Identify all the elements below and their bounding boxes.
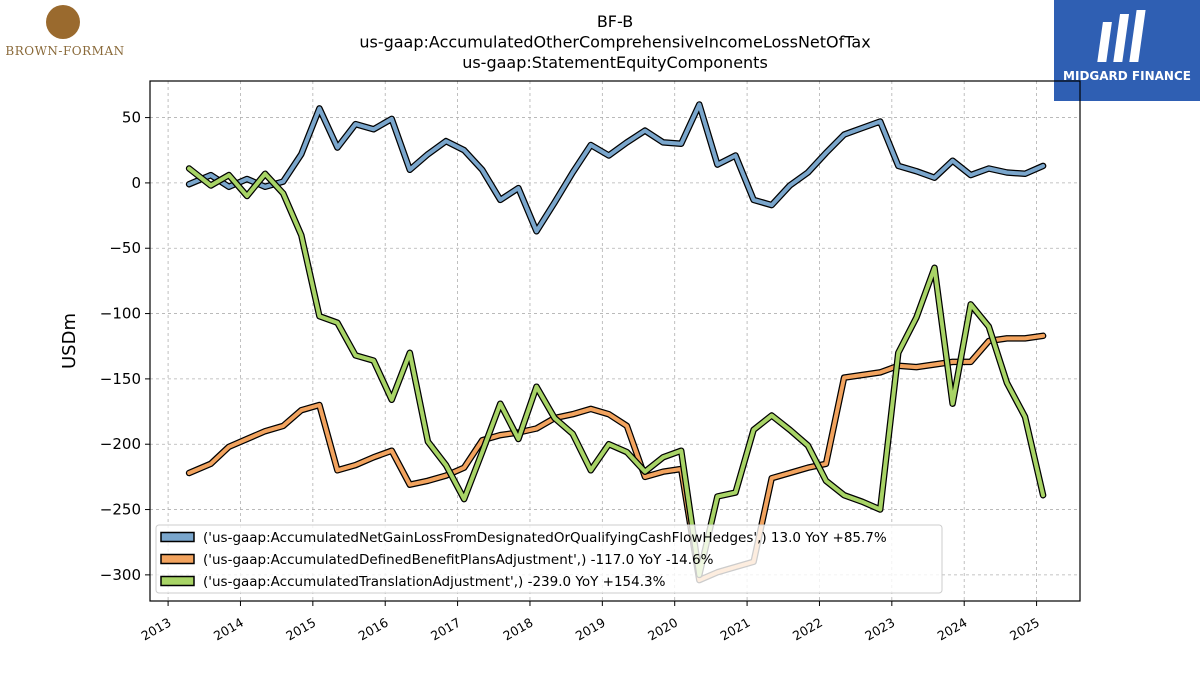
y-tick-label: 0: [131, 174, 141, 192]
y-axis-label: USDm: [59, 313, 80, 369]
legend: ('us-gaap:AccumulatedNetGainLossFromDesi…: [155, 524, 943, 594]
y-tick-label: −50: [109, 239, 141, 257]
grid: [150, 81, 1080, 601]
legend-box: [155, 524, 943, 594]
x-tick-label: 2024: [935, 615, 970, 644]
chart-title-line: us-gaap:AccumulatedOtherComprehensiveInc…: [359, 33, 870, 52]
chart-title-line: BF-B: [597, 12, 633, 31]
legend-swatch-2: [160, 553, 195, 565]
x-tick-label: 2020: [645, 615, 680, 644]
chart-title-line: us-gaap:StatementEquityComponents: [462, 53, 768, 72]
midgard-finance-logo: MIDGARD FINANCE: [1054, 0, 1200, 101]
plot-frame: [149, 80, 1081, 602]
legend-label-3: ('us-gaap:AccumulatedTranslationAdjustme…: [203, 574, 666, 590]
x-tick-label: 2018: [500, 615, 535, 644]
y-axis: 50 0 −50 −100 −150 −200 −250 −300: [100, 109, 150, 584]
series-line-3: [187, 166, 1046, 577]
x-axis: 2013 2014 2015 2016 2017 2018 2019 2020 2021 2022…: [139, 601, 1042, 644]
brown-forman-wordmark: BROWN-FORMAN: [5, 44, 125, 58]
x-tick-label: 2016: [356, 615, 391, 644]
series-lines: [185, 101, 1047, 584]
x-tick-label: 2014: [211, 615, 246, 644]
midgard-wordmark: MIDGARD FINANCE: [1063, 69, 1191, 83]
brown-forman-logo: BROWN-FORMAN: [0, 0, 130, 65]
x-tick-label: 2025: [1007, 615, 1042, 644]
series-outline-3: [185, 165, 1047, 579]
y-tick-label: −100: [100, 305, 141, 323]
y-tick-label: −150: [100, 370, 141, 388]
y-tick-label: −300: [100, 566, 141, 584]
x-tick-label: 2013: [139, 615, 174, 644]
y-tick-label: −200: [100, 435, 141, 453]
legend-swatch-3: [160, 575, 195, 587]
x-tick-label: 2021: [718, 615, 753, 644]
chart-title: BF-B us-gaap:AccumulatedOtherComprehensiv…: [359, 12, 870, 72]
x-tick-label: 2019: [573, 615, 608, 644]
x-tick-label: 2023: [862, 615, 897, 644]
legend-label-2: ('us-gaap:AccumulatedDefinedBenefitPlans…: [203, 552, 714, 568]
x-tick-label: 2022: [790, 615, 825, 644]
x-tick-label: 2015: [283, 615, 318, 644]
series-line-1: [187, 102, 1046, 234]
legend-swatch-1: [160, 531, 195, 543]
midgard-emblem-icon: [1097, 10, 1146, 62]
series-line-2: [187, 333, 1046, 583]
y-tick-label: 50: [122, 109, 141, 127]
x-tick-label: 2017: [428, 615, 463, 644]
legend-label-1: ('us-gaap:AccumulatedNetGainLossFromDesi…: [203, 530, 887, 546]
y-tick-label: −250: [100, 501, 141, 519]
brown-forman-emblem-icon: [46, 5, 80, 39]
series-outline-1: [185, 101, 1047, 235]
